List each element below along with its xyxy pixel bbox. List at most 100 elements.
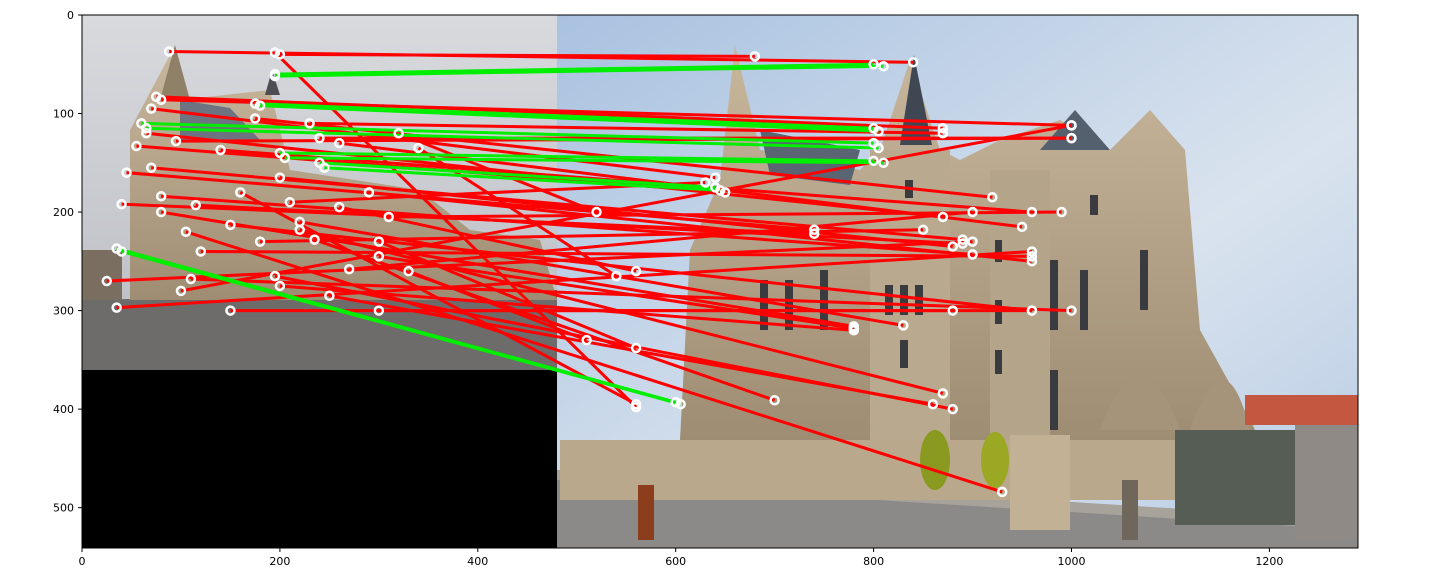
inlier-match-line	[141, 121, 874, 145]
keypoint-marker	[170, 135, 182, 147]
outlier-match-line	[200, 249, 1032, 258]
keypoint-marker	[927, 398, 939, 410]
outlier-match-line	[378, 254, 855, 330]
outlier-match-line	[195, 203, 963, 246]
keypoint-marker	[630, 398, 642, 410]
keypoint-marker	[269, 70, 281, 82]
keypoint-marker	[304, 118, 315, 129]
keypoint-marker	[957, 238, 968, 249]
keypoint-marker	[195, 246, 206, 257]
keypoint-marker	[591, 206, 602, 218]
match-lines	[106, 49, 1072, 494]
y-tick-label: 200	[53, 206, 74, 219]
outlier-match-line	[388, 210, 1062, 219]
y-tick-label: 0	[67, 9, 74, 22]
keypoint-marker	[947, 305, 959, 316]
outlier-match-line	[161, 98, 1072, 127]
keypoint-marker	[719, 187, 731, 198]
keypoint-marker	[131, 140, 142, 152]
keypoint-marker	[175, 285, 187, 297]
keypoint-marker	[947, 241, 959, 252]
outlier-match-line	[338, 205, 637, 273]
keypoint-marker	[1026, 256, 1038, 267]
outlier-match-line	[185, 230, 1003, 494]
outlier-match-line	[180, 123, 1072, 293]
keypoint-marker	[808, 228, 820, 239]
keypoint-marker	[1066, 305, 1077, 316]
x-tick-label: 800	[863, 555, 884, 568]
right-photo	[557, 15, 1358, 548]
keypoint-marker	[967, 206, 978, 218]
keypoint-marker	[373, 251, 385, 262]
keypoint-marker	[413, 142, 424, 154]
outlier-match-line	[349, 210, 973, 271]
keypoint-marker	[141, 127, 152, 139]
keypoint-marker	[769, 395, 780, 406]
y-axis: 0 100 200 300 400 500	[53, 9, 82, 515]
keypoint-marker	[1026, 206, 1038, 218]
x-tick-label: 1200	[1255, 555, 1283, 568]
inlier-match-line	[274, 64, 884, 78]
keypoint-marker	[670, 396, 681, 408]
y-tick-label: 300	[53, 305, 74, 318]
keypoint-marker	[116, 246, 127, 257]
keypoint-marker	[269, 270, 281, 282]
keypoint-marker	[957, 234, 968, 245]
keypoint-marker	[274, 172, 286, 183]
x-tick-label: 600	[665, 555, 686, 568]
keypoint-marker	[714, 185, 726, 196]
x-tick-label: 400	[467, 555, 488, 568]
keypoint-marker	[873, 126, 884, 137]
outlier-match-line	[151, 107, 716, 180]
inlier-match-line	[279, 151, 874, 163]
outlier-match-line	[273, 51, 638, 409]
outlier-match-line	[116, 249, 1033, 310]
keypoint-marker	[225, 219, 236, 231]
keypoint-marker	[403, 265, 414, 277]
outlier-match-line	[407, 269, 588, 342]
keypoint-marker	[996, 486, 1008, 498]
keypoint-marker	[878, 157, 889, 169]
keypoint-marker	[254, 236, 266, 247]
keypoints	[101, 46, 1077, 498]
keypoint-marker	[967, 236, 978, 247]
inlier-match-line	[146, 126, 879, 150]
keypoint-marker	[254, 100, 266, 111]
keypoint-marker	[1056, 206, 1067, 218]
keypoint-marker	[334, 137, 345, 149]
inlier-match-line	[284, 156, 884, 165]
outlier-match-line	[106, 240, 973, 283]
keypoint-marker	[947, 403, 959, 415]
keypoint-marker	[1066, 120, 1077, 131]
keypoint-marker	[343, 263, 355, 275]
keypoint-marker	[878, 60, 889, 72]
keypoint-marker	[116, 198, 127, 210]
keypoint-marker	[937, 123, 949, 134]
keypoint-marker	[249, 98, 261, 109]
keypoint-marker	[383, 211, 394, 223]
keypoint-marker	[581, 334, 592, 346]
outlier-match-line	[329, 294, 934, 406]
outlier-match-line	[161, 194, 973, 256]
x-tick-label: 200	[269, 555, 290, 568]
keypoint-marker	[269, 47, 281, 58]
keypoint-marker	[274, 49, 286, 60]
keypoint-marker	[146, 162, 157, 173]
padding-region	[82, 370, 557, 548]
keypoint-marker	[749, 51, 761, 62]
keypoint-marker	[163, 46, 175, 57]
keypoint-marker	[249, 113, 261, 124]
keypoint-marker	[967, 249, 978, 260]
keypoint-marker	[937, 388, 949, 399]
outlier-match-line	[309, 121, 943, 135]
keypoint-marker	[190, 199, 202, 211]
keypoint-marker	[146, 103, 157, 114]
y-tick-label: 500	[53, 502, 74, 515]
keypoint-marker	[848, 323, 860, 334]
keypoint-marker	[155, 191, 167, 202]
keypoint-marker	[700, 177, 711, 188]
outlier-match-line	[279, 284, 854, 332]
keypoint-marker	[1026, 251, 1038, 262]
keypoint-marker	[324, 290, 335, 302]
outlier-match-line	[368, 190, 1033, 263]
